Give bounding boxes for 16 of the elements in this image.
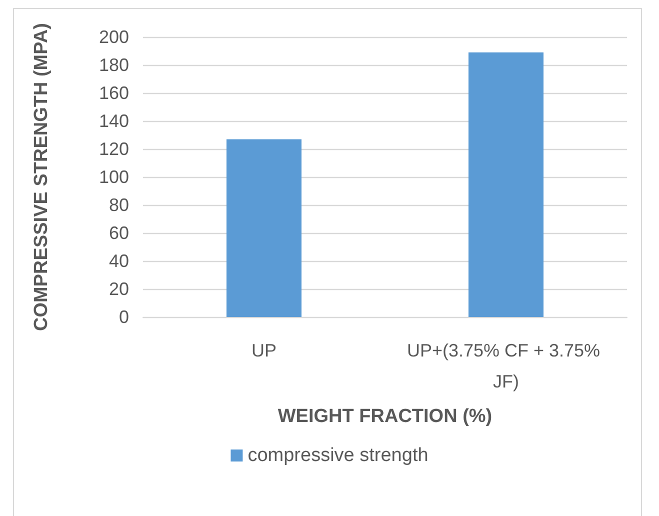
y-tick-label: 140 — [98, 111, 129, 131]
y-tick-label: 60 — [108, 223, 129, 243]
y-tick-label: 80 — [108, 195, 129, 215]
y-tick-label: 0 — [118, 307, 129, 327]
x-axis-title: WEIGHT FRACTION (%) — [278, 406, 492, 427]
x-tick-label: UP — [251, 340, 277, 360]
y-tick-label: 180 — [98, 55, 129, 75]
y-axis-title: COMPRESSIVE STRENGTH (MPA) — [31, 23, 52, 331]
y-tick-label: 160 — [98, 83, 129, 103]
y-tick-label: 100 — [98, 167, 129, 187]
x-tick-label: UP+(3.75% CF + 3.75% JF) — [406, 340, 606, 392]
legend-label: compressive strength — [248, 445, 428, 466]
y-tick-label: 20 — [108, 279, 129, 299]
y-tick-label: 120 — [98, 139, 129, 159]
y-tick-label: 200 — [98, 27, 129, 47]
y-tick-label: 40 — [108, 251, 129, 271]
